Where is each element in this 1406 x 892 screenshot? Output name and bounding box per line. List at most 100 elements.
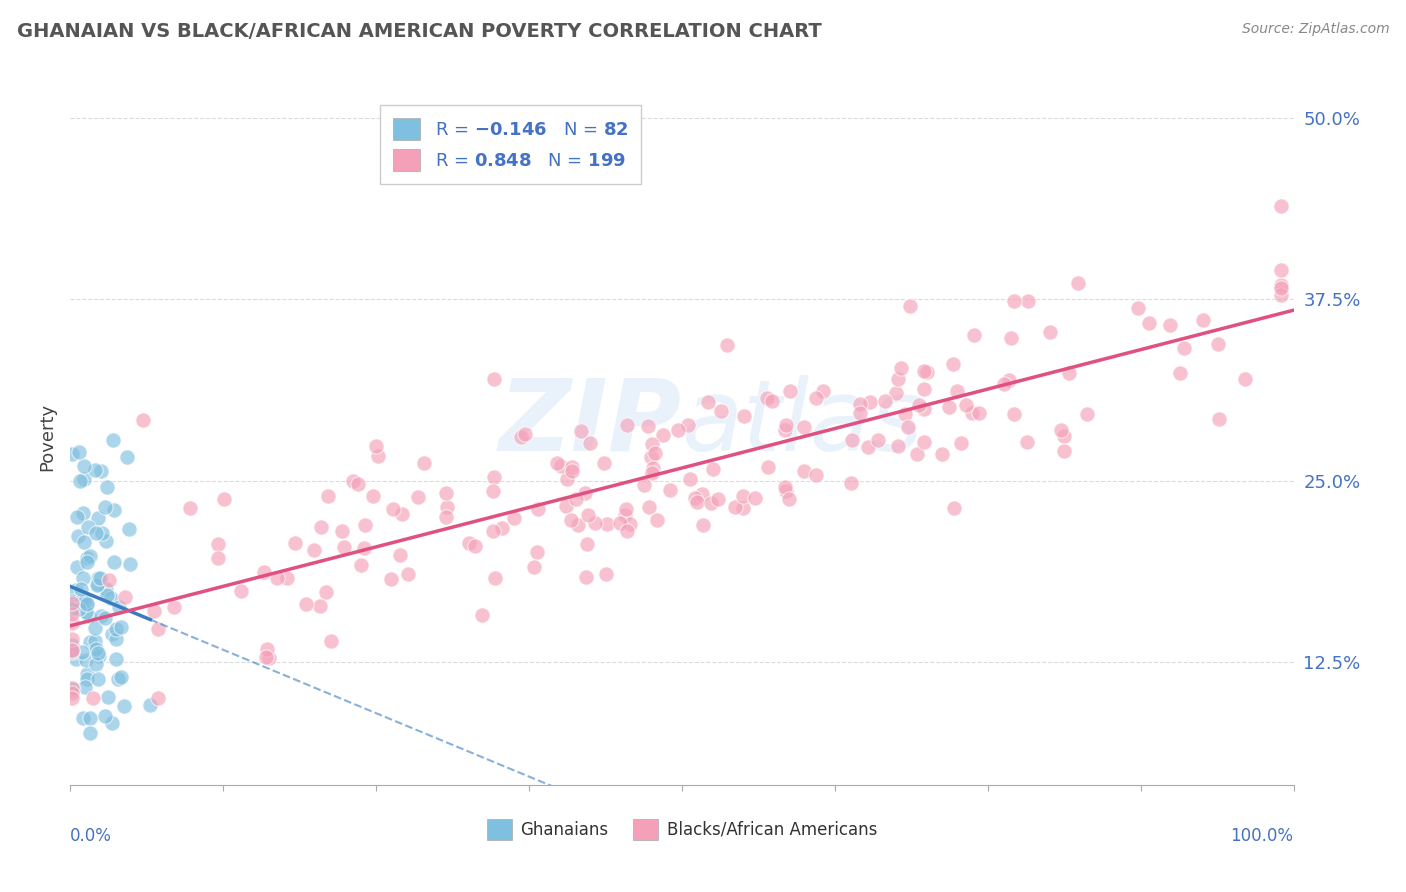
Point: [86, 525, 108, 540]
Point: [908, 397, 931, 411]
Point: [1234, 372, 1257, 386]
Point: [333, 540, 356, 554]
Point: [1039, 325, 1062, 339]
Point: [890, 361, 912, 376]
Point: [943, 501, 966, 516]
Point: [60, 596, 83, 610]
Point: [87, 646, 110, 660]
Point: [616, 418, 638, 433]
Point: [1270, 278, 1292, 293]
Point: [62, 682, 84, 697]
Point: [284, 536, 307, 550]
Point: [259, 651, 281, 665]
Point: [69, 474, 91, 488]
Point: [644, 446, 666, 460]
Point: [434, 486, 457, 500]
Point: [761, 394, 783, 409]
Point: [550, 459, 572, 474]
Point: [207, 550, 229, 565]
Point: [98, 573, 121, 587]
Point: [942, 357, 965, 371]
Point: [912, 435, 935, 450]
Point: [1208, 412, 1230, 426]
Point: [75, 605, 97, 619]
Point: [254, 649, 277, 664]
Point: [73, 459, 96, 474]
Point: [946, 384, 969, 398]
Point: [89, 609, 111, 624]
Point: [294, 598, 316, 612]
Point: [595, 567, 617, 582]
Point: [758, 460, 780, 475]
Point: [915, 366, 938, 380]
Point: [484, 470, 506, 484]
Point: [350, 558, 373, 573]
Point: [94, 500, 117, 515]
Point: [967, 406, 990, 420]
Point: [1270, 263, 1292, 277]
Point: [652, 427, 675, 442]
Point: [315, 585, 337, 599]
Point: [692, 518, 714, 533]
Point: [434, 510, 457, 524]
Point: [773, 479, 796, 493]
Point: [960, 406, 983, 420]
Point: [804, 392, 827, 406]
Point: [91, 525, 114, 540]
Point: [101, 433, 124, 447]
Point: [67, 445, 90, 459]
Point: [94, 582, 117, 597]
Point: [561, 464, 583, 478]
Point: [731, 489, 754, 503]
Point: [773, 423, 796, 437]
Point: [897, 420, 920, 434]
Point: [139, 698, 162, 712]
Point: [697, 395, 720, 409]
Point: [60, 632, 83, 646]
Point: [308, 599, 330, 614]
Point: [678, 472, 700, 486]
Point: [640, 466, 662, 480]
Point: [565, 492, 588, 507]
Point: [96, 587, 118, 601]
Point: [73, 594, 96, 608]
Point: [1206, 337, 1229, 351]
Point: [1002, 407, 1025, 421]
Point: [700, 496, 723, 510]
Point: [647, 513, 669, 527]
Point: [83, 621, 105, 635]
Point: [76, 555, 98, 569]
Point: [914, 364, 936, 378]
Point: [229, 584, 252, 599]
Text: 100.0%: 100.0%: [1230, 827, 1294, 845]
Point: [77, 608, 100, 623]
Point: [912, 382, 935, 396]
Point: [408, 490, 430, 504]
Point: [502, 511, 524, 525]
Point: [100, 591, 122, 606]
Point: [555, 499, 578, 513]
Point: [252, 566, 274, 580]
Point: [779, 384, 801, 399]
Point: [76, 596, 98, 610]
Point: [66, 559, 89, 574]
Point: [1270, 199, 1292, 213]
Point: [76, 597, 98, 611]
Point: [561, 459, 583, 474]
Point: [207, 537, 229, 551]
Point: [856, 440, 879, 454]
Point: [101, 627, 124, 641]
Point: [60, 602, 83, 616]
Point: [163, 600, 186, 615]
Point: [560, 513, 582, 527]
Point: [1137, 316, 1160, 330]
Point: [576, 508, 599, 522]
Text: 0.0%: 0.0%: [70, 827, 112, 845]
Point: [640, 450, 662, 465]
Point: [931, 447, 953, 461]
Point: [105, 652, 128, 666]
Point: [79, 725, 101, 739]
Point: [104, 622, 127, 636]
Point: [887, 372, 910, 386]
Point: [266, 571, 288, 585]
